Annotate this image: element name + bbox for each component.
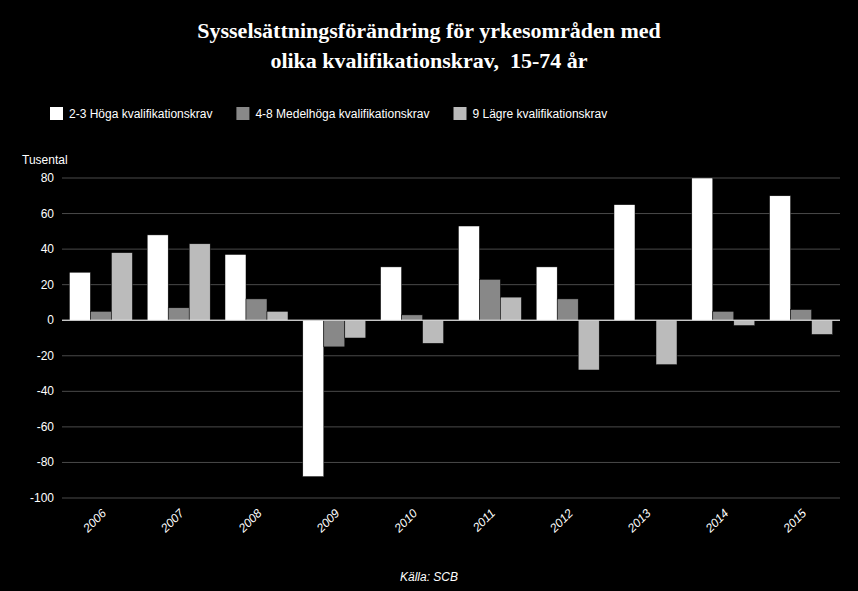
y-tick-label: -100 [30, 491, 54, 505]
bar [267, 311, 288, 320]
y-axis: -100 -80 -60 -40 -20 0 20 40 60 80 [30, 171, 840, 505]
bar [578, 320, 599, 370]
chart: Sysselsättningsförändring för yrkesområd… [0, 0, 858, 591]
x-tick-label: 2009 [313, 506, 343, 536]
bar [147, 235, 168, 320]
bar [69, 272, 90, 320]
x-tick-label: 2011 [469, 506, 498, 535]
grid-line [62, 284, 840, 285]
y-tick-label: -80 [37, 455, 55, 469]
bars [69, 178, 832, 477]
bar [402, 315, 423, 320]
bar [111, 253, 132, 321]
bar [500, 297, 521, 320]
grid-line [62, 498, 840, 499]
zero-line [62, 320, 840, 321]
x-tick-label: 2015 [780, 506, 810, 536]
x-tick-label: 2014 [702, 506, 732, 536]
grid-line [62, 462, 840, 463]
x-tick-label: 2010 [391, 506, 421, 536]
bar [536, 267, 557, 320]
bar [791, 310, 812, 321]
y-tick-label: -20 [37, 349, 55, 363]
grid-line [62, 178, 840, 179]
y-tick-label: 80 [41, 171, 55, 185]
legend-swatch [50, 107, 63, 120]
title-line: olika kvalifikationskrav, 15-74 år [270, 48, 587, 73]
legend-swatch [454, 107, 467, 120]
bar [656, 320, 677, 364]
y-tick-label: 20 [41, 278, 55, 292]
x-tick-label: 2013 [624, 506, 654, 536]
x-tick-label: 2006 [80, 506, 110, 536]
grid-line [62, 249, 840, 250]
bar [225, 254, 246, 320]
y-tick-label: -40 [37, 384, 55, 398]
y-tick-label: 40 [41, 242, 55, 256]
y-tick-label: 0 [47, 313, 54, 327]
x-axis-label: Källa: SCB [400, 570, 458, 584]
title-line: Sysselsättningsförändring för yrkesområd… [197, 18, 660, 43]
grid-line [62, 391, 840, 392]
bar [423, 320, 444, 343]
grid-line [62, 320, 840, 321]
bar [614, 205, 635, 321]
grid-line [62, 213, 840, 214]
background [0, 0, 858, 591]
x-tick-label: 2007 [157, 505, 187, 535]
bar [90, 311, 111, 320]
bar [734, 320, 755, 325]
subtitle: Tusental [22, 153, 68, 167]
y-tick-label: 60 [41, 207, 55, 221]
bar [324, 320, 345, 347]
x-tick-label: 2012 [546, 506, 576, 536]
bar [345, 320, 366, 338]
legend-label: 9 Lägre kvalifikationskrav [473, 107, 608, 121]
grid-line [62, 426, 840, 427]
bar [458, 226, 479, 320]
bar [479, 279, 500, 320]
bar [812, 320, 833, 334]
legend-label: 2-3 Höga kvalifikationskrav [69, 107, 212, 121]
legend-swatch [236, 107, 249, 120]
y-tick-label: -60 [37, 420, 55, 434]
bar [168, 308, 189, 320]
bar [770, 196, 791, 320]
legend: 2-3 Höga kvalifikationskrav 4-8 Medelhöga… [50, 107, 607, 121]
legend-label: 4-8 Medelhöga kvalifikationskrav [255, 107, 429, 121]
x-axis: 2006 2007 2008 2009 2010 2011 2012 2013 2014 2015 [80, 505, 810, 535]
bar [713, 311, 734, 320]
bar [303, 320, 324, 476]
grid-line [62, 355, 840, 356]
bar [246, 299, 267, 320]
bar [381, 267, 402, 320]
bar [189, 244, 210, 320]
title: Sysselsättningsförändring för yrkesområd… [197, 18, 660, 73]
bar [557, 299, 578, 320]
x-tick-label: 2008 [235, 506, 265, 536]
bar [692, 178, 713, 320]
